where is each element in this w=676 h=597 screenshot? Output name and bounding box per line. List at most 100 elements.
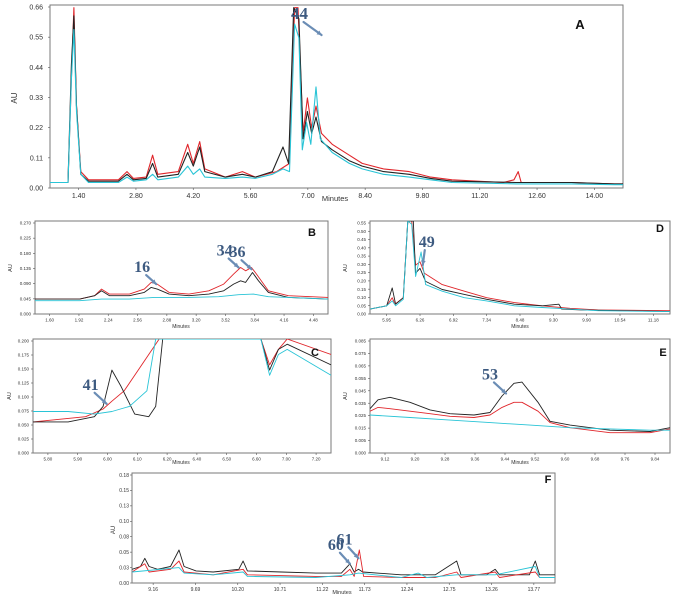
panel-a: 0.00 0.11 0.22 0.33 0.44 0.55 0.66 1.40 2.80 4.20… (10, 4, 624, 203)
plot-area (131, 472, 556, 584)
x-tick-label: 9.84 (651, 457, 660, 462)
y-tick-label: 0.045 (355, 388, 367, 393)
y-tick-label: 0.180 (20, 251, 32, 256)
panel-b: 0.000 0.045 0.090 0.135 0.180 0.225 0.270 1.60 1… (8, 220, 329, 330)
x-tick-label: 6.20 (163, 457, 172, 462)
x-tick-label: 9.28 (441, 457, 450, 462)
x-tick-label: 12.24 (401, 587, 414, 593)
y-tick-label: 0.175 (18, 353, 30, 358)
x-tick-label: 10.20 (231, 587, 244, 593)
y-tick-label: 0.50 (357, 229, 366, 234)
x-axis-label: Minutes (332, 590, 352, 596)
y-tick-label: 0.090 (20, 281, 32, 286)
y-tick-label: 0.13 (119, 504, 129, 510)
y-tick-label: 0.045 (20, 296, 32, 301)
y-tick-label: 0.065 (355, 363, 367, 368)
x-tick-label: 9.36 (471, 457, 480, 462)
x-tick-label: 9.68 (591, 457, 600, 462)
x-tick-label: 6.92 (449, 318, 458, 323)
x-tick-label: 1.92 (75, 318, 84, 323)
peak-arrow-head (246, 264, 252, 270)
series-trace (50, 7, 623, 185)
y-tick-label: 0.33 (29, 95, 43, 102)
x-axis-label: Minutes (511, 460, 529, 466)
series-trace (132, 566, 555, 578)
x-tick-label: 5.95 (382, 318, 391, 323)
y-tick-label: 0.22 (29, 125, 43, 132)
y-axis-label: AU (343, 264, 349, 272)
x-tick-label: 4.48 (309, 318, 318, 323)
x-tick-label: 9.80 (416, 193, 430, 200)
panel-f: 0.00 0.03 0.05 0.08 0.10 0.13 0.15 0.18 9.16 9.69… (111, 472, 556, 596)
y-tick-label: 0.05 (357, 303, 366, 308)
y-tick-label: 0.10 (357, 295, 366, 300)
y-tick-label: 0.25 (357, 270, 366, 275)
y-tick-label: 0.055 (355, 376, 367, 381)
peak-arrow-head (233, 262, 239, 268)
x-tick-label: 9.76 (621, 457, 630, 462)
x-tick-label: 9.30 (549, 318, 558, 323)
x-tick-label: 3.52 (221, 318, 230, 323)
y-tick-label: 0.10 (119, 519, 129, 525)
x-axis-label: Minutes (172, 324, 190, 330)
series-trace (370, 221, 670, 312)
peak-arrow-head (420, 260, 426, 266)
y-tick-label: 0.55 (29, 35, 43, 42)
y-tick-label: 0.08 (119, 534, 129, 540)
y-tick-label: 0.100 (18, 395, 30, 400)
x-tick-label: 11.73 (359, 587, 371, 593)
x-axis-label: Minutes (172, 460, 190, 466)
y-tick-label: 0.225 (20, 236, 32, 241)
plot-area (369, 220, 671, 315)
x-tick-label: 7.20 (312, 457, 321, 462)
x-tick-label: 6.40 (193, 457, 202, 462)
y-tick-label: 0.05 (119, 550, 129, 556)
x-tick-label: 10.71 (274, 587, 287, 593)
series-trace (50, 7, 623, 185)
y-tick-label: 0.00 (357, 312, 366, 317)
y-axis-label: AU (343, 392, 349, 400)
y-tick-label: 0.000 (20, 312, 32, 317)
plot-area (369, 338, 671, 454)
peak-arrow-head (345, 558, 350, 564)
x-tick-label: 3.20 (192, 318, 201, 323)
peak-label: 41 (83, 377, 99, 394)
y-tick-label: 0.35 (357, 254, 366, 259)
x-tick-label: 7.00 (282, 457, 291, 462)
y-tick-label: 0.085 (355, 339, 367, 344)
x-tick-label: 4.20 (186, 193, 200, 200)
y-tick-label: 0.66 (29, 4, 43, 11)
y-tick-label: 0.075 (18, 409, 30, 414)
y-tick-label: 0.200 (18, 339, 30, 344)
y-axis-label: AU (111, 526, 117, 534)
panel-label: E (659, 347, 666, 359)
x-tick-label: 10.54 (614, 318, 626, 323)
series-trace (370, 401, 670, 434)
x-tick-label: 11.22 (316, 587, 328, 593)
x-tick-label: 6.26 (416, 318, 425, 323)
x-tick-label: 6.00 (103, 457, 112, 462)
x-tick-label: 6.10 (133, 457, 142, 462)
x-tick-label: 5.60 (244, 193, 258, 200)
peak-arrow-head (316, 30, 322, 36)
series-trace (33, 339, 331, 415)
y-tick-label: 0.44 (29, 65, 43, 72)
y-tick-label: 0.125 (18, 381, 30, 386)
y-axis-label: AU (8, 264, 14, 272)
y-tick-label: 0.55 (357, 221, 366, 226)
x-axis-label: Minutes (322, 194, 349, 203)
series-trace (35, 293, 328, 302)
x-tick-label: 9.16 (148, 587, 158, 593)
plot-area (34, 220, 329, 315)
x-tick-label: 13.77 (528, 587, 541, 593)
y-tick-label: 0.00 (119, 581, 129, 587)
x-tick-label: 2.56 (133, 318, 142, 323)
series-trace (370, 221, 670, 313)
x-tick-label: 12.60 (528, 193, 546, 200)
x-tick-label: 2.24 (104, 318, 113, 323)
y-tick-label: 0.000 (18, 451, 30, 456)
plot-area (32, 338, 332, 454)
y-tick-label: 0.15 (119, 488, 129, 494)
x-tick-label: 13.26 (485, 587, 498, 593)
plot-area (49, 4, 624, 189)
